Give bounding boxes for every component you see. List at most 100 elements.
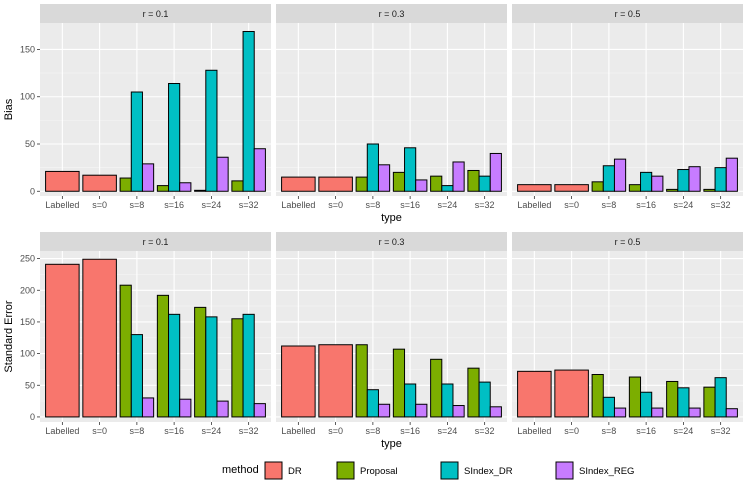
x-tick-label: Labelled xyxy=(45,426,79,436)
bar-sindex-dr-s-32 xyxy=(714,377,727,418)
y-tick-label: 200 xyxy=(20,285,35,295)
bar-sindex-reg-s-16 xyxy=(179,182,192,192)
x-tick-label: s=24 xyxy=(201,426,221,436)
legend-item-sindex-dr: SIndex_DR xyxy=(440,461,513,480)
x-tick-label: s=24 xyxy=(437,426,457,436)
bar-sindex-dr-s-16 xyxy=(168,313,181,418)
y-tick-label: 100 xyxy=(20,349,35,359)
panel-r-0-1: r = 0.1 Labelled s=0 s=8 s=16 s=24 s=32 xyxy=(40,4,271,210)
bar-sindex-reg-s-24 xyxy=(452,405,465,418)
panel-r-0-5: r = 0.5 Labelled s=0 s=8 s=16 s=24 s=32 xyxy=(512,4,743,210)
bar-dr-s-0 xyxy=(554,369,589,418)
bar-proposal-s-32 xyxy=(231,318,244,418)
legend-label: SIndex_DR xyxy=(464,466,513,477)
panel-r-0-3: r = 0.3 Labelled s=0 s=8 s=16 s=24 s=32 xyxy=(276,4,507,210)
legend-swatch xyxy=(555,461,574,480)
bar-sindex-dr-s-24 xyxy=(205,316,218,418)
bar-sindex-reg-s-32 xyxy=(489,152,502,192)
facet-strip xyxy=(512,232,743,251)
x-tick-label: s=0 xyxy=(564,200,579,210)
bar-sindex-reg-s-16 xyxy=(415,403,428,418)
bar-dr-s-0 xyxy=(82,174,117,192)
bar-sindex-reg-s-32 xyxy=(253,403,266,418)
legend: method DR Proposal SIndex_DR SIndex_REG xyxy=(222,461,634,480)
bar-sindex-reg-s-24 xyxy=(688,407,701,418)
facet-strip xyxy=(276,4,507,23)
facet-strip xyxy=(40,4,271,23)
legend-item-proposal: Proposal xyxy=(336,461,398,480)
bar-proposal-s-8 xyxy=(355,344,368,418)
bar-proposal-s-24 xyxy=(666,188,679,192)
bar-sindex-dr-s-16 xyxy=(168,83,181,192)
bar-sindex-reg-s-24 xyxy=(688,166,701,192)
y-tick-label: 0 xyxy=(30,186,35,196)
bar-proposal-s-24 xyxy=(666,380,679,418)
bar-proposal-s-8 xyxy=(591,374,604,418)
bar-sindex-reg-s-8 xyxy=(141,397,155,418)
bar-proposal-s-32 xyxy=(231,180,244,192)
bar-sindex-dr-s-8 xyxy=(366,143,379,192)
facet-strip xyxy=(512,4,743,23)
facet-row-2: Standard Error 0 50 100 150 200 250 r = 0.1 Labe… xyxy=(3,232,743,450)
bar-sindex-dr-s-8 xyxy=(602,165,615,192)
bar-sindex-dr-s-24 xyxy=(441,185,454,192)
bar-sindex-reg-s-32 xyxy=(253,148,266,192)
bar-sindex-dr-s-32 xyxy=(478,381,491,418)
bar-proposal-s-32 xyxy=(703,386,716,418)
x-tick-label: s=16 xyxy=(400,426,420,436)
bar-sindex-dr-s-8 xyxy=(366,389,379,418)
x-tick-label: s=0 xyxy=(564,426,579,436)
x-tick-label: s=32 xyxy=(239,200,259,210)
panel-background xyxy=(40,23,271,196)
bar-sindex-reg-s-8 xyxy=(377,164,391,192)
bar-dr-s-0 xyxy=(554,184,589,192)
legend-swatch xyxy=(336,461,355,480)
bar-sindex-dr-s-32 xyxy=(242,31,255,192)
bar-sindex-dr-s-8 xyxy=(130,91,143,192)
x-tick-label: s=16 xyxy=(636,200,656,210)
facet-strip-label: r = 0.3 xyxy=(379,9,405,19)
y-tick-label: 0 xyxy=(30,412,35,422)
y-tick-label: 50 xyxy=(25,380,35,390)
bar-sindex-reg-s-8 xyxy=(141,163,155,192)
x-tick-label: s=24 xyxy=(673,426,693,436)
bar-sindex-dr-s-16 xyxy=(404,147,417,192)
bar-proposal-s-24 xyxy=(194,306,207,418)
facet-strip-label: r = 0.1 xyxy=(143,237,169,247)
panel-r-0-5: r = 0.5 Labelled s=0 s=8 s=16 s=24 s=32 xyxy=(512,232,743,436)
bar-proposal-s-32 xyxy=(467,169,480,192)
bar-sindex-dr-s-24 xyxy=(677,387,690,418)
x-tick-label: s=24 xyxy=(201,200,221,210)
x-tick-label: s=24 xyxy=(437,200,457,210)
x-tick-label: Labelled xyxy=(281,200,315,210)
panel-r-0-1: r = 0.1 Labelled s=0 s=8 s=16 s=24 s=32 xyxy=(40,232,271,436)
bar-sindex-dr-s-8 xyxy=(602,396,615,418)
y-axis-title: Bias xyxy=(3,98,15,120)
facet-row-1: Bias 0 50 100 150 r = 0.1 Labelled s=0 s=8 s=16 s=… xyxy=(3,4,743,224)
bar-sindex-reg-s-24 xyxy=(216,400,229,418)
x-tick-label: s=8 xyxy=(365,200,380,210)
y-tick-label: 100 xyxy=(20,92,35,102)
bar-sindex-dr-s-16 xyxy=(640,171,653,192)
facet-strip-label: r = 0.1 xyxy=(143,9,169,19)
bar-proposal-s-16 xyxy=(156,185,170,192)
bar-proposal-s-16 xyxy=(392,348,406,418)
x-tick-label: Labelled xyxy=(281,426,315,436)
legend-label: DR xyxy=(288,466,302,477)
x-tick-label: s=16 xyxy=(164,200,184,210)
facet-strip xyxy=(276,232,507,251)
bar-proposal-s-16 xyxy=(392,171,406,192)
bar-dr-labelled xyxy=(517,370,552,418)
x-tick-label: s=8 xyxy=(601,426,616,436)
bar-proposal-s-32 xyxy=(467,367,480,418)
x-axis-title: type xyxy=(381,212,402,224)
bar-proposal-s-24 xyxy=(194,189,207,192)
facet-strip-label: r = 0.3 xyxy=(379,237,405,247)
bar-dr-labelled xyxy=(517,184,552,192)
x-tick-label: s=8 xyxy=(365,426,380,436)
facet-strip xyxy=(40,232,271,251)
panel-r-0-3: r = 0.3 Labelled s=0 s=8 s=16 s=24 s=32 xyxy=(276,232,507,436)
bar-dr-s-0 xyxy=(318,344,353,418)
x-axis-title: type xyxy=(381,438,402,450)
